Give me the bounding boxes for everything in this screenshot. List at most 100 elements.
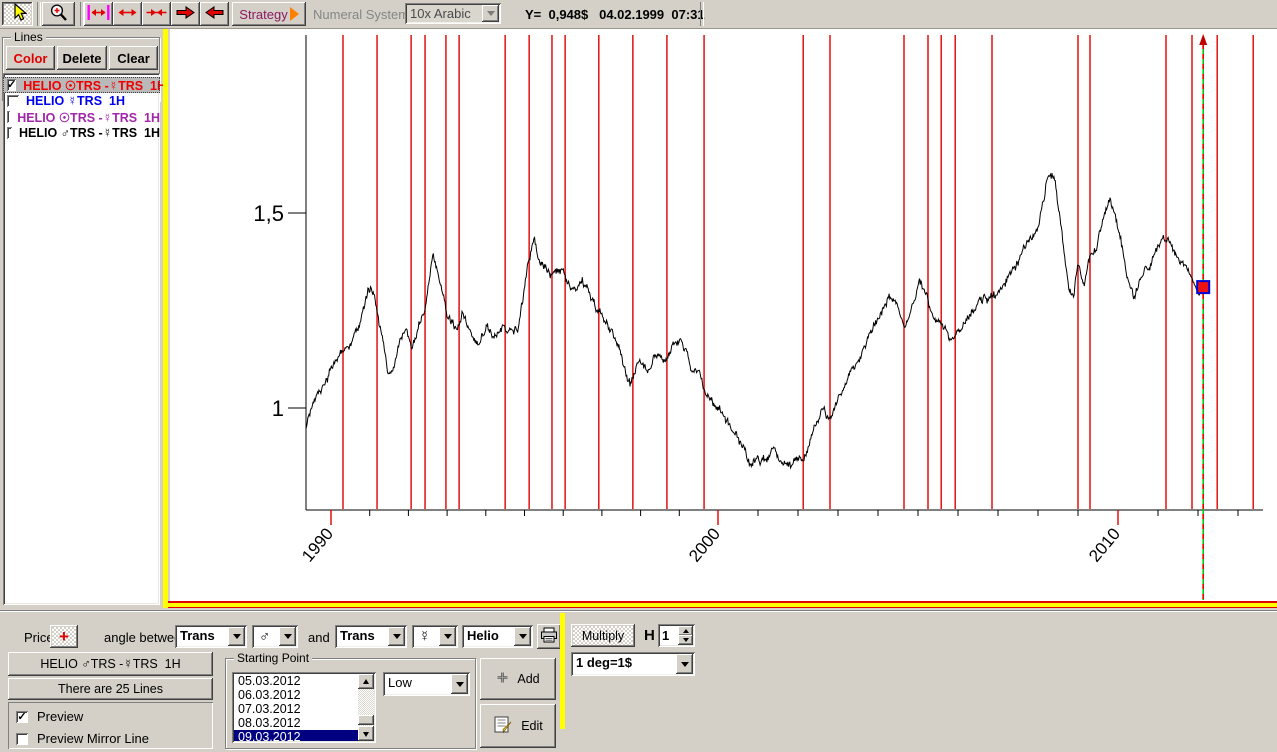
preview-checkbox-row[interactable]: ✓ Preview xyxy=(16,709,83,724)
line-count-button[interactable]: There are 25 Lines xyxy=(8,678,213,700)
scroll-down-button[interactable] xyxy=(358,726,374,741)
numeral-system-value: 10x Arabic xyxy=(405,3,501,24)
line-item-checkbox[interactable]: ✓ xyxy=(7,79,17,91)
harmonic-spinner[interactable]: 1 xyxy=(658,624,695,647)
line-item[interactable]: HELIO ☉TRS -☿TRS 1H xyxy=(3,109,160,125)
x-year-label: 1990 xyxy=(298,524,337,565)
print-button[interactable] xyxy=(537,624,561,649)
cursor-readout: Y= 0,948$ 04.02.1999 07:31 xyxy=(525,7,705,22)
toolbar-separator xyxy=(700,2,704,26)
coord-system-combo-1[interactable]: Trans xyxy=(175,625,247,648)
line-item-label: HELIO ☉TRS -☿TRS 1H xyxy=(23,78,167,93)
scroll-down-icon xyxy=(363,731,369,740)
y-tick-label: 1 xyxy=(272,396,284,421)
numeral-system-combo[interactable]: 10x Arabic xyxy=(405,3,501,24)
print-icon xyxy=(540,627,558,646)
coord-system-combo-2[interactable]: Trans xyxy=(335,625,407,648)
spinner-down-button[interactable] xyxy=(678,635,693,645)
line-count-label: There are 25 Lines xyxy=(58,682,163,696)
expand-range-icon xyxy=(87,4,110,24)
clear-button-label: Clear xyxy=(117,50,150,66)
multiply-button[interactable]: Multiply xyxy=(571,624,635,647)
planet-drop-2[interactable] xyxy=(439,627,456,646)
add-icon xyxy=(496,671,509,687)
starting-point-date[interactable]: 09.03.2012 xyxy=(234,730,358,741)
pointer-tool-button[interactable] xyxy=(2,2,33,26)
numeral-system-label: Numeral System xyxy=(313,7,410,22)
price-chart[interactable]: 1,5 1 1990 2000 2010 xyxy=(170,29,1277,601)
arrow-right-icon xyxy=(175,4,196,24)
coord-system-drop-1[interactable] xyxy=(228,627,245,646)
starting-point-listbox[interactable]: 05.03.2012 06.03.2012 07.03.2012 08.03.2012… xyxy=(232,672,376,743)
x-year-label: 2010 xyxy=(1085,524,1124,565)
scroll-up-button[interactable] xyxy=(358,674,374,689)
edit-button[interactable]: Edit xyxy=(480,704,556,748)
delete-button[interactable]: Delete xyxy=(57,46,107,70)
planet-combo-1[interactable]: ♂ xyxy=(252,625,298,648)
bottom-splitter[interactable] xyxy=(560,613,565,729)
top-toolbar: Strategy Numeral System 10x Arabic Y= 0,… xyxy=(0,0,1277,29)
preview-mirror-checkbox-row[interactable]: Preview Mirror Line xyxy=(16,731,149,746)
scroll-up-icon xyxy=(363,676,369,684)
line-item-label: HELIO ☿TRS 1H xyxy=(26,94,125,108)
toolbar-separator xyxy=(37,2,41,26)
zodiac-system-combo[interactable]: Helio xyxy=(462,625,533,648)
strategy-button[interactable]: Strategy xyxy=(232,2,306,26)
starting-point-date[interactable]: 08.03.2012 xyxy=(238,716,301,730)
starting-point-date[interactable]: 07.03.2012 xyxy=(238,702,301,716)
spinner-up-button[interactable] xyxy=(678,626,693,636)
zoom-tool-button[interactable] xyxy=(42,2,75,26)
expand-range-button[interactable] xyxy=(84,2,113,26)
selected-line-button[interactable]: HELIO ♂TRS -☿TRS 1H xyxy=(8,652,213,676)
line-item-label: HELIO ☉TRS -☿TRS 1H xyxy=(17,110,160,125)
harmonic-value: 1 xyxy=(662,628,670,643)
chart-bottom-splitter[interactable] xyxy=(168,601,1277,608)
vertical-splitter[interactable] xyxy=(163,29,168,608)
planet-combo-2[interactable]: ☿ xyxy=(412,625,458,648)
deg-scale-combo[interactable]: 1 deg=1$ xyxy=(571,652,695,676)
line-item-checkbox[interactable] xyxy=(7,95,19,107)
spinner-up-icon xyxy=(682,626,689,633)
double-arrow-button[interactable] xyxy=(113,2,142,26)
line-item-checkbox[interactable] xyxy=(7,111,11,123)
price-point-combo[interactable]: Low xyxy=(383,672,470,696)
line-item[interactable]: HELIO ☿TRS 1H xyxy=(3,93,160,109)
planet-drop-1[interactable] xyxy=(279,627,296,646)
lines-groupbox-title: Lines xyxy=(11,30,46,44)
add-button[interactable]: Add xyxy=(480,658,556,700)
plus-icon: + xyxy=(59,627,69,646)
lines-listbox[interactable]: ✓ HELIO ☉TRS -☿TRS 1H HELIO ☿TRS 1H HELIO ☉… xyxy=(3,73,166,605)
delete-button-label: Delete xyxy=(62,50,102,66)
shift-right-button[interactable] xyxy=(171,2,200,26)
preview-checkbox[interactable]: ✓ xyxy=(16,710,28,723)
converge-arrows-button[interactable] xyxy=(142,2,171,26)
shift-left-button[interactable] xyxy=(200,2,229,26)
add-price-line-button[interactable]: + xyxy=(50,625,78,648)
line-item-checkbox[interactable] xyxy=(7,127,13,139)
starting-point-date[interactable]: 05.03.2012 xyxy=(238,674,301,688)
zoom-magnifier-icon xyxy=(49,3,68,25)
preview-mirror-checkbox[interactable] xyxy=(16,732,28,745)
line-item-label: HELIO ♂TRS -☿TRS 1H xyxy=(19,126,160,140)
starting-point-title: Starting Point xyxy=(234,651,313,665)
x-year-label: 2000 xyxy=(685,524,724,565)
scroll-thumb[interactable] xyxy=(358,715,374,725)
numeral-system-drop-button[interactable] xyxy=(482,5,499,22)
converge-arrows-icon xyxy=(145,4,168,24)
deg-scale-drop[interactable] xyxy=(676,654,693,674)
dates-scrollbar[interactable] xyxy=(358,674,374,741)
color-button[interactable]: Color xyxy=(6,46,55,70)
add-button-label: Add xyxy=(517,672,540,686)
chart-area[interactable]: 1,5 1 1990 2000 2010 xyxy=(170,29,1277,601)
line-item[interactable]: ✓ HELIO ☉TRS -☿TRS 1H xyxy=(3,77,166,93)
multiply-button-label: Multiply xyxy=(581,628,625,643)
line-item[interactable]: HELIO ♂TRS -☿TRS 1H xyxy=(3,125,160,141)
price-point-drop[interactable] xyxy=(451,674,468,694)
starting-point-date[interactable]: 06.03.2012 xyxy=(238,688,301,702)
starting-point-groupbox: Starting Point 05.03.2012 06.03.2012 07.03… xyxy=(225,651,476,749)
coord-system-drop-2[interactable] xyxy=(388,627,405,646)
clear-button[interactable]: Clear xyxy=(109,46,158,70)
cursor-marker[interactable] xyxy=(1196,280,1211,295)
zodiac-system-drop[interactable] xyxy=(514,627,531,646)
